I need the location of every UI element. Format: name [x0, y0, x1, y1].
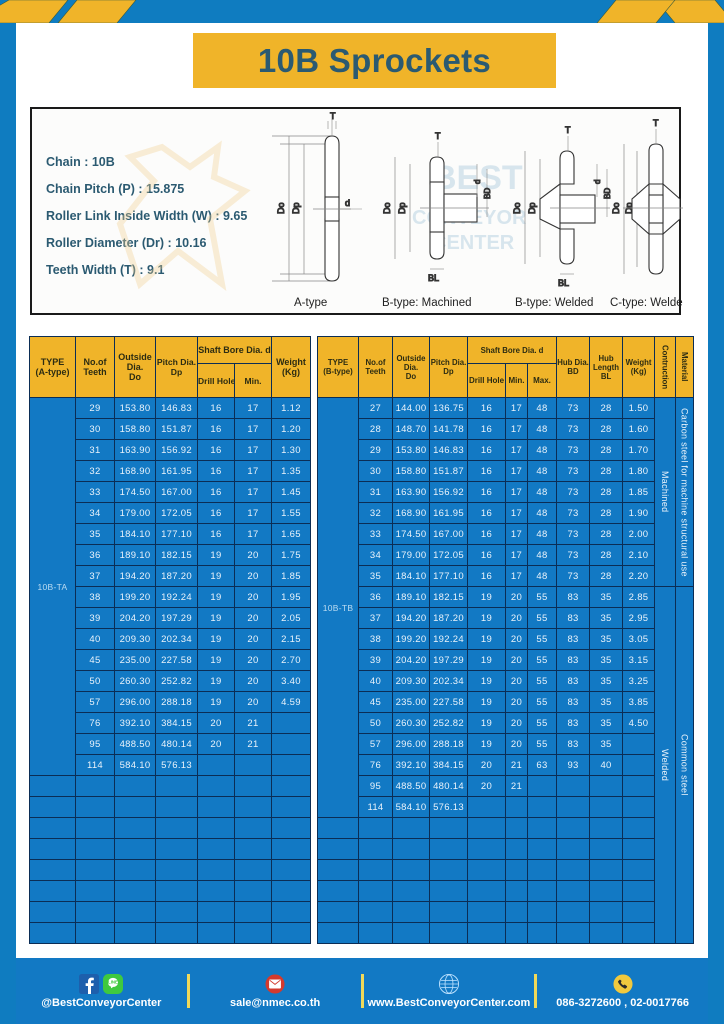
svg-text:BD: BD [603, 188, 612, 199]
svg-text:B-type: Welded: B-type: Welded [515, 297, 593, 309]
svg-text:d: d [345, 198, 350, 208]
svg-text:Do: Do [512, 202, 522, 214]
svg-text:A-type: A-type [294, 297, 327, 309]
svg-text:Do: Do [611, 202, 621, 214]
svg-text:d: d [473, 180, 482, 184]
svg-text:BEST: BEST [432, 159, 523, 197]
svg-text:Dp: Dp [397, 202, 407, 214]
svg-text:T: T [435, 131, 441, 141]
svg-text:B-type: Machined: B-type: Machined [382, 297, 472, 309]
svg-text:BL: BL [428, 273, 439, 283]
svg-text:Do: Do [382, 202, 392, 214]
svg-text:Do: Do [276, 202, 286, 214]
svg-text:Dp: Dp [291, 202, 301, 214]
svg-text:Dp: Dp [527, 202, 537, 214]
svg-text:C-type: Welded: C-type: Welded [610, 297, 683, 309]
svg-text:d: d [593, 180, 602, 184]
svg-text:T: T [653, 118, 659, 128]
svg-text:T: T [330, 111, 336, 121]
svg-text:LINE: LINE [108, 979, 118, 984]
svg-text:T: T [565, 125, 571, 135]
svg-text:BD: BD [483, 188, 492, 199]
svg-text:BL: BL [558, 278, 569, 288]
